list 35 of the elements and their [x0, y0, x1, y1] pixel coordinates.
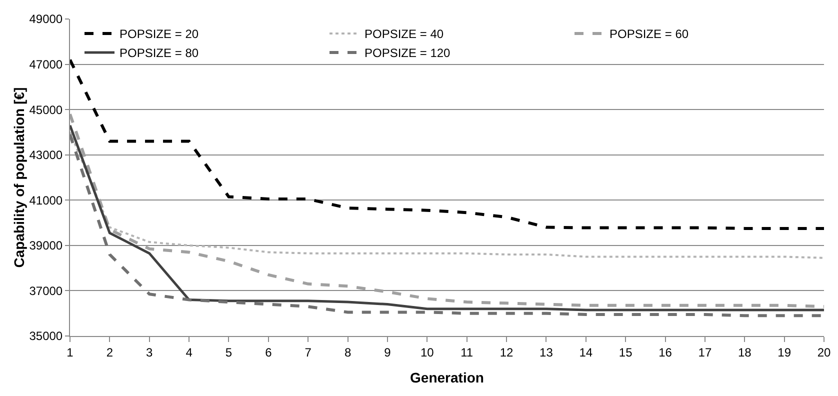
x-tick-label: 20 [817, 345, 831, 360]
y-tick-label: 41000 [29, 193, 63, 208]
x-tick-label: 17 [698, 345, 712, 360]
x-tick-label: 11 [460, 345, 474, 360]
x-tick-label: 18 [738, 345, 752, 360]
x-tick-label: 6 [265, 345, 272, 360]
y-tick-label: 35000 [29, 329, 63, 344]
legend-label: POPSIZE = 40 [364, 27, 444, 42]
x-tick-label: 10 [420, 345, 434, 360]
y-tick-label: 49000 [29, 12, 63, 26]
x-tick-label: 14 [579, 345, 593, 360]
x-tick-label: 2 [106, 345, 114, 360]
x-tick-label: 5 [225, 345, 232, 360]
x-tick-label: 3 [146, 345, 154, 360]
x-tick-label: 13 [540, 345, 554, 360]
x-tick-label: 4 [186, 345, 193, 360]
x-tick-label: 16 [658, 345, 672, 360]
x-tick-label: 9 [384, 345, 392, 360]
legend-label: POPSIZE = 60 [610, 27, 689, 42]
y-axis-title: Capability of population [€] [11, 87, 28, 268]
legend-label: POPSIZE = 120 [364, 46, 451, 60]
x-tick-label: 15 [618, 345, 633, 360]
x-tick-label: 19 [778, 345, 792, 360]
x-tick-label: 7 [304, 345, 312, 360]
y-tick-label: 39000 [29, 238, 63, 253]
y-tick-label: 37000 [29, 284, 63, 298]
y-tick-label: 47000 [29, 57, 63, 72]
x-tick-label: 12 [500, 345, 514, 360]
legend-label: POPSIZE = 80 [120, 46, 199, 60]
x-axis-title: Generation [410, 370, 484, 386]
x-tick-label: 1 [66, 345, 74, 360]
x-tick-label: 8 [344, 345, 352, 360]
y-tick-label: 43000 [29, 148, 63, 162]
y-tick-label: 45000 [29, 102, 63, 117]
legend-label: POPSIZE = 20 [120, 27, 199, 42]
